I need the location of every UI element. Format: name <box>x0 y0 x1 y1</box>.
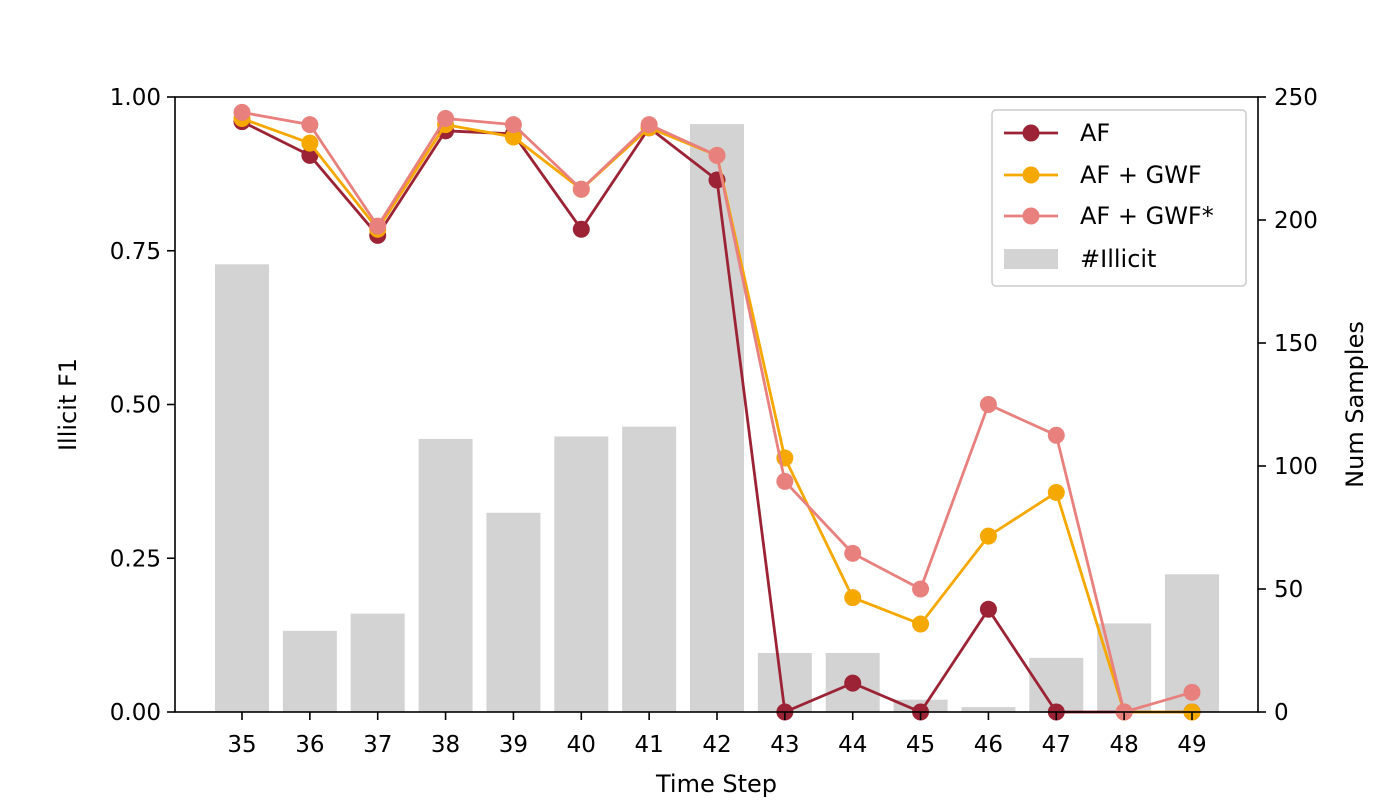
series-0-point-46 <box>979 600 997 618</box>
series-2-point-38 <box>437 110 455 128</box>
y2-tick-label: 200 <box>1274 208 1318 234</box>
y2-tick-label: 150 <box>1274 331 1318 357</box>
x-axis-title: Time Step <box>655 770 777 798</box>
series-2-point-36 <box>301 116 319 134</box>
x-tick-label: 38 <box>431 732 460 758</box>
legend-marker-1 <box>1022 166 1040 184</box>
axes-layer: 0.00 0.25 0.50 0.75 1.00 0 50 100 150 200 250 35 36 3… <box>110 85 1318 758</box>
bar-46 <box>961 707 1016 712</box>
y2-tick-label: 250 <box>1274 85 1318 111</box>
x-tick-label: 40 <box>567 732 596 758</box>
x-tick-label: 49 <box>1177 732 1206 758</box>
series-2-point-47 <box>1047 426 1065 444</box>
legend-label-2: AF + GWF* <box>1080 202 1214 230</box>
series-2-point-45 <box>912 580 930 598</box>
y2-tick-label: 100 <box>1274 454 1318 480</box>
y-tick-label: 1.00 <box>110 85 161 111</box>
y-tick-label: 0.00 <box>110 700 161 726</box>
x-tick-label: 42 <box>702 732 731 758</box>
series-1-point-47 <box>1047 483 1065 501</box>
series-2-point-44 <box>844 544 862 562</box>
legend: AF AF + GWF AF + GWF* #Illicit <box>991 109 1247 287</box>
series-2-point-46 <box>979 396 997 413</box>
bar-42 <box>690 124 744 712</box>
series-2-point-40 <box>572 180 590 198</box>
series-2-point-41 <box>640 116 658 134</box>
legend-label-1: AF + GWF <box>1080 161 1202 189</box>
bar-39 <box>486 512 541 712</box>
series-1-point-39 <box>504 128 522 146</box>
legend-marker-0 <box>1022 124 1040 142</box>
series-0-point-36 <box>301 146 319 164</box>
y2-tick-label: 50 <box>1274 577 1303 603</box>
series-2-point-35 <box>233 103 251 121</box>
legend-marker-2 <box>1022 207 1040 225</box>
x-tick-label: 47 <box>1042 732 1071 758</box>
x-tick-label: 39 <box>499 732 528 758</box>
series-1-point-46 <box>979 527 997 545</box>
legend-label-0: AF <box>1080 119 1110 147</box>
y2-axis-title: Num Samples <box>1341 321 1369 488</box>
y2-tick-label: 0 <box>1274 700 1289 726</box>
x-tick-label: 37 <box>363 732 392 758</box>
x-tick-label: 43 <box>770 732 799 758</box>
y-tick-label: 0.75 <box>110 239 161 265</box>
x-tick-label: 48 <box>1110 732 1139 758</box>
y-tick-label: 0.50 <box>110 393 161 419</box>
bar-36 <box>282 630 337 712</box>
series-1-point-44 <box>844 589 862 607</box>
x-tick-label: 35 <box>227 732 256 758</box>
bar-35 <box>215 264 269 712</box>
x-tick-label: 45 <box>906 732 935 758</box>
lines-layer <box>233 103 1201 721</box>
series-0-point-44 <box>844 674 862 692</box>
series-1-point-45 <box>912 615 930 633</box>
series-2-point-37 <box>369 217 387 235</box>
legend-label-bars: #Illicit <box>1080 245 1156 273</box>
y-tick-label: 0.25 <box>110 546 161 572</box>
series-1-point-36 <box>301 134 319 152</box>
x-tick-label: 36 <box>295 732 324 758</box>
x-tick-label: 44 <box>838 732 867 758</box>
legend-bar-swatch <box>1004 249 1058 269</box>
bar-40 <box>554 436 609 712</box>
bars-layer <box>215 124 1219 712</box>
bar-37 <box>350 613 405 712</box>
series-2-point-39 <box>504 116 522 134</box>
x-tick-label: 41 <box>635 732 664 758</box>
series-0-point-40 <box>572 220 590 238</box>
series-2-point-43 <box>776 472 794 490</box>
series-2-point-49 <box>1183 683 1201 701</box>
legend-box <box>991 109 1247 287</box>
bar-38 <box>418 438 473 712</box>
x-tick-label: 46 <box>974 732 1003 758</box>
y-axis-title: Illicit F1 <box>54 358 82 451</box>
bar-41 <box>622 426 677 712</box>
series-2-point-42 <box>708 146 726 164</box>
